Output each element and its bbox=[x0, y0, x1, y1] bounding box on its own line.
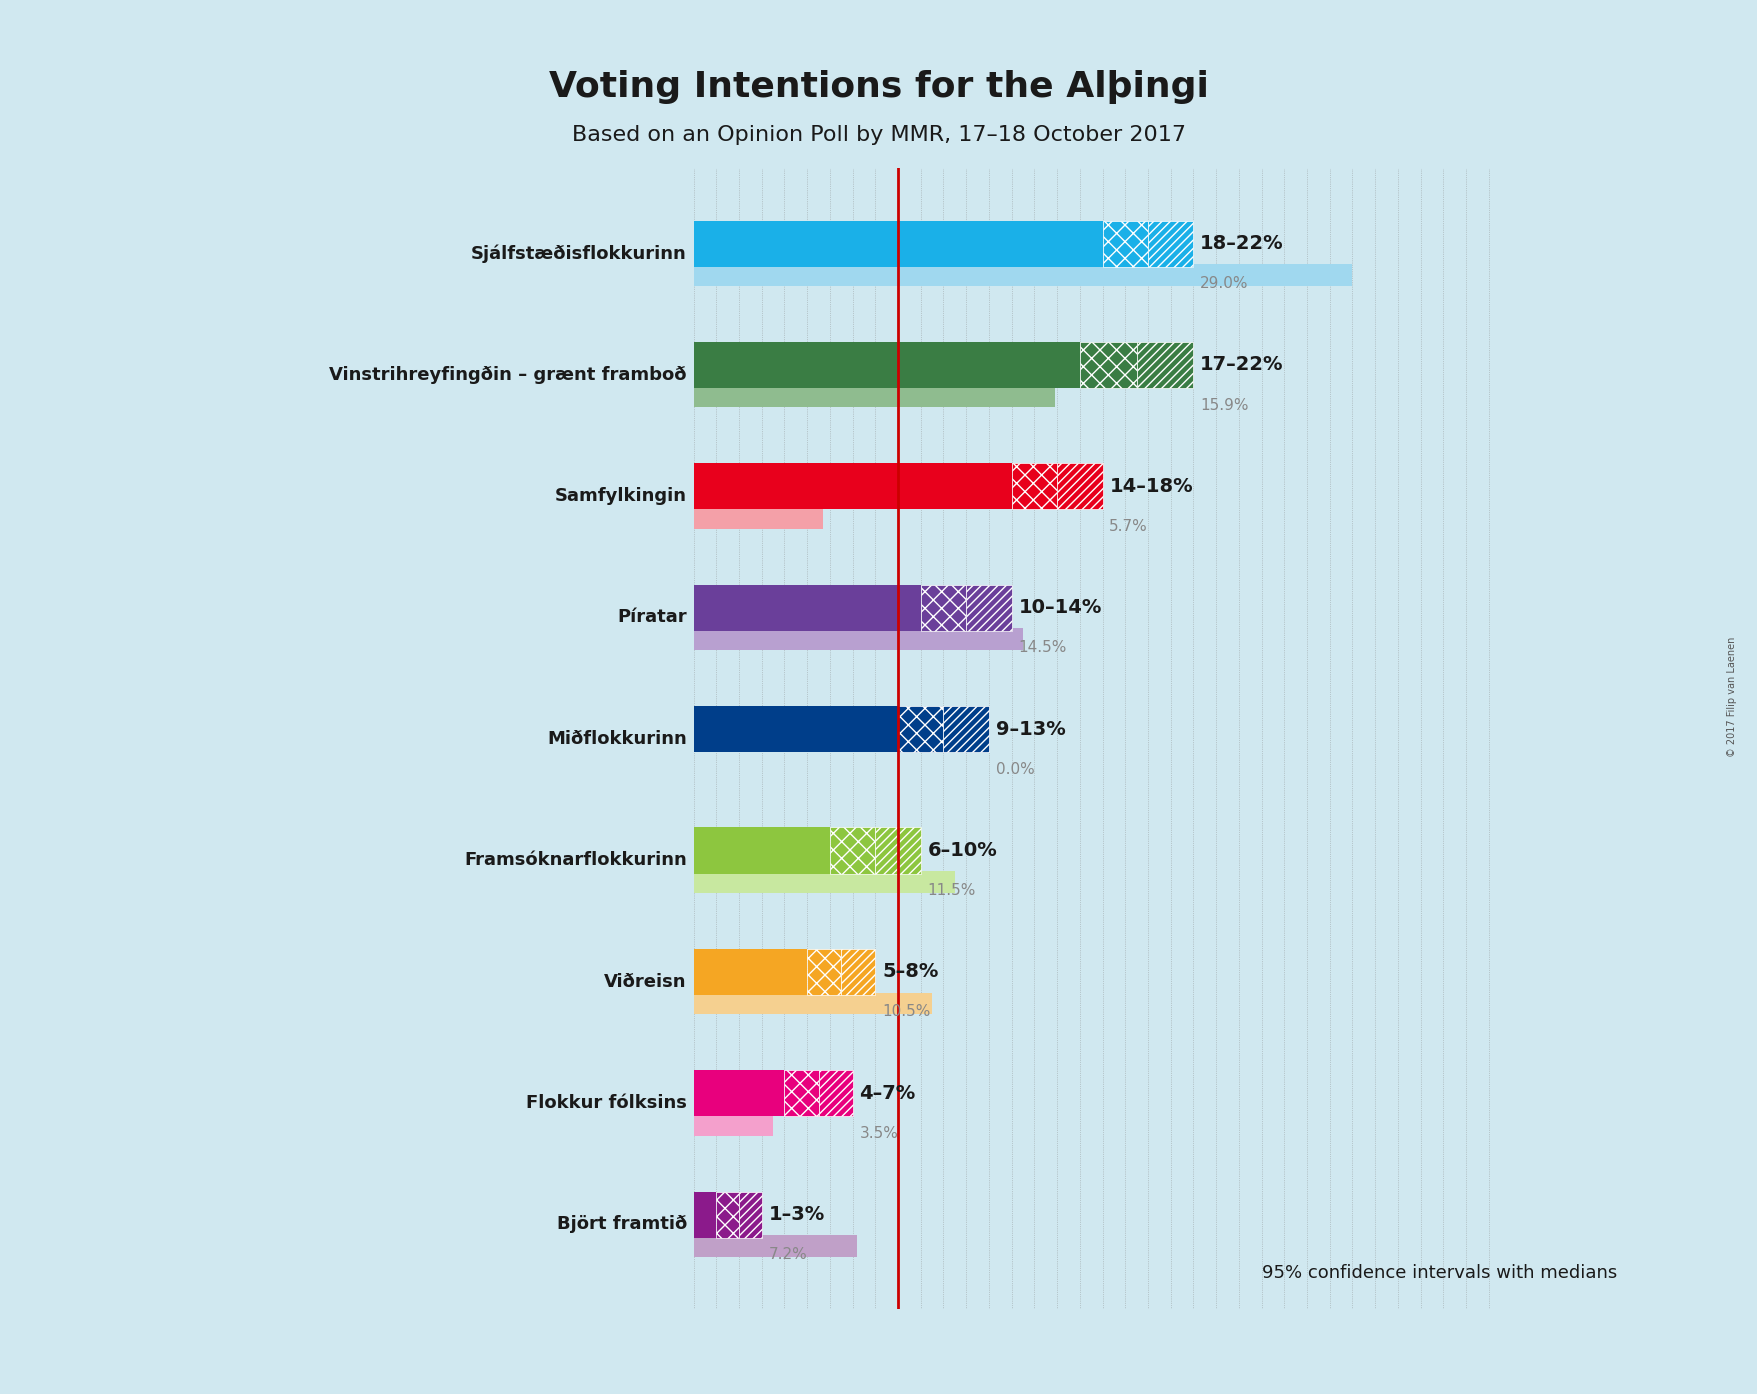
Bar bbox=[738, 1192, 761, 1238]
Text: 17–22%: 17–22% bbox=[1200, 355, 1283, 375]
Bar bbox=[694, 629, 1023, 650]
Bar bbox=[1137, 342, 1193, 388]
Bar bbox=[1147, 220, 1193, 266]
Text: Framsóknarflokkurinn: Framsóknarflokkurinn bbox=[464, 852, 687, 870]
Bar bbox=[694, 584, 921, 631]
Text: 5–8%: 5–8% bbox=[882, 962, 938, 981]
Bar bbox=[715, 1192, 738, 1238]
Text: 5.7%: 5.7% bbox=[1109, 519, 1147, 534]
Bar bbox=[1056, 463, 1102, 509]
Bar bbox=[1079, 342, 1137, 388]
Text: 1–3%: 1–3% bbox=[768, 1206, 824, 1224]
Bar bbox=[1102, 220, 1147, 266]
Text: Sjálfstæðisflokkurinn: Sjálfstæðisflokkurinn bbox=[471, 244, 687, 262]
Bar bbox=[819, 1071, 852, 1117]
Text: 0.0%: 0.0% bbox=[994, 761, 1033, 776]
Text: 29.0%: 29.0% bbox=[1200, 276, 1247, 291]
Bar bbox=[694, 993, 931, 1015]
Bar bbox=[694, 386, 1054, 407]
Text: Flokkur fólksins: Flokkur fólksins bbox=[525, 1094, 687, 1112]
Text: Píratar: Píratar bbox=[617, 608, 687, 626]
Text: Voting Intentions for the Alþingi: Voting Intentions for the Alþingi bbox=[548, 70, 1209, 103]
Bar bbox=[921, 584, 966, 631]
Bar bbox=[694, 220, 1102, 266]
Text: 10–14%: 10–14% bbox=[1017, 598, 1102, 618]
Text: Samfylkingin: Samfylkingin bbox=[555, 487, 687, 505]
Text: 9–13%: 9–13% bbox=[994, 719, 1065, 739]
Bar bbox=[875, 828, 921, 874]
Text: 18–22%: 18–22% bbox=[1200, 234, 1283, 254]
Text: 11.5%: 11.5% bbox=[928, 882, 975, 898]
Bar bbox=[806, 949, 842, 995]
Bar bbox=[694, 507, 822, 528]
Bar bbox=[898, 705, 944, 753]
Text: Björt framtið: Björt framtið bbox=[557, 1216, 687, 1234]
Text: 14–18%: 14–18% bbox=[1109, 477, 1193, 496]
Bar bbox=[694, 949, 806, 995]
Text: Vinstrihreyfingðin – grænt framboð: Vinstrihreyfingðin – grænt framboð bbox=[329, 365, 687, 383]
Bar bbox=[694, 463, 1010, 509]
Bar bbox=[694, 705, 898, 753]
Text: Based on an Opinion Poll by MMR, 17–18 October 2017: Based on an Opinion Poll by MMR, 17–18 O… bbox=[571, 125, 1186, 145]
Bar bbox=[694, 1235, 857, 1257]
Bar bbox=[1010, 463, 1056, 509]
Text: Miðflokkurinn: Miðflokkurinn bbox=[546, 730, 687, 747]
Text: © 2017 Filip van Laenen: © 2017 Filip van Laenen bbox=[1725, 637, 1736, 757]
Bar bbox=[966, 584, 1010, 631]
Bar bbox=[944, 705, 989, 753]
Text: 10.5%: 10.5% bbox=[882, 1005, 929, 1019]
Text: Viðreisn: Viðreisn bbox=[604, 973, 687, 991]
Text: 4–7%: 4–7% bbox=[859, 1083, 915, 1103]
Bar bbox=[694, 1071, 784, 1117]
Text: 14.5%: 14.5% bbox=[1017, 640, 1066, 655]
Text: 15.9%: 15.9% bbox=[1200, 397, 1247, 413]
Text: 6–10%: 6–10% bbox=[928, 841, 996, 860]
Bar bbox=[694, 342, 1079, 388]
Bar bbox=[784, 1071, 819, 1117]
Bar bbox=[694, 871, 954, 894]
Text: 95% confidence intervals with medians: 95% confidence intervals with medians bbox=[1262, 1264, 1616, 1282]
Bar bbox=[842, 949, 875, 995]
Bar bbox=[694, 1192, 715, 1238]
Text: 3.5%: 3.5% bbox=[859, 1126, 898, 1140]
Bar bbox=[829, 828, 875, 874]
Bar bbox=[694, 828, 829, 874]
Bar bbox=[694, 265, 1351, 286]
Text: 7.2%: 7.2% bbox=[768, 1248, 806, 1262]
Bar bbox=[694, 1114, 773, 1136]
